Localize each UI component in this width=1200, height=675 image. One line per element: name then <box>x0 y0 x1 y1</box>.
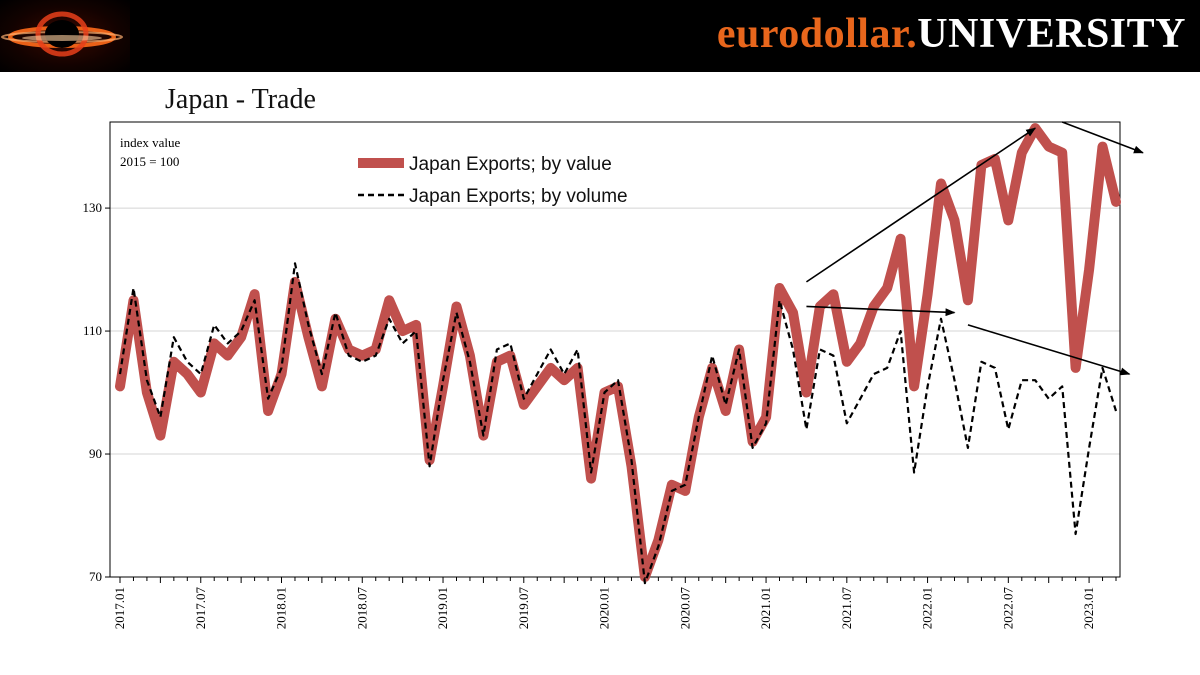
x-tick-label: 2020.07 <box>677 587 692 630</box>
x-tick-label: 2019.07 <box>516 587 531 630</box>
x-tick-label: 2020.01 <box>597 587 612 629</box>
index-note-line-2: 2015 = 100 <box>120 154 179 169</box>
annotation-arrow <box>806 305 956 317</box>
x-tick-label: 2018.01 <box>274 587 289 629</box>
series-line-exports-volume <box>118 262 1118 585</box>
black-hole-logo-icon <box>0 0 130 72</box>
x-tick-label: 2017.01 <box>112 587 127 629</box>
series-layer <box>115 123 1121 585</box>
x-tick-label: 2017.07 <box>193 587 208 630</box>
series-line-exports-value <box>115 123 1121 582</box>
annotation-arrow <box>967 324 1131 376</box>
y-tick-label: 70 <box>89 569 102 584</box>
annotation-arrow <box>1061 121 1144 154</box>
brand-part-2: UNIVERSITY <box>917 11 1186 57</box>
y-tick-label: 90 <box>89 446 102 461</box>
brand-wordmark: eurodollar.UNIVERSITY <box>717 8 1186 60</box>
x-tick-label: 2023.01 <box>1081 587 1096 629</box>
x-tick-label: 2021.07 <box>839 587 854 630</box>
y-tick-label: 110 <box>83 323 102 338</box>
index-note-line-1: index value <box>120 135 181 150</box>
x-tick-label: 2018.07 <box>354 587 369 630</box>
x-tick-label: 2022.07 <box>1000 587 1015 630</box>
header-bar: eurodollar.UNIVERSITY <box>0 0 1200 72</box>
legend-label-volume: Japan Exports; by volume <box>409 186 628 207</box>
plot-area-frame <box>109 121 1121 578</box>
axes: 70 90 110 130 2017.01 2017.07 2018.01 2018.07 20… <box>83 200 1117 629</box>
legend: Japan Exports; by value Japan Exports; b… <box>358 154 628 207</box>
annotation-arrows <box>805 121 1144 376</box>
legend-label-value: Japan Exports; by value <box>409 154 612 175</box>
x-tick-label: 2021.01 <box>758 587 773 629</box>
chart-title: Japan - Trade <box>165 84 316 115</box>
x-tick-label: 2019.01 <box>435 587 450 629</box>
x-tick-label: 2022.01 <box>920 587 935 629</box>
brand-part-1: eurodollar. <box>716 11 918 57</box>
y-tick-label: 130 <box>83 200 103 215</box>
annotation-arrow <box>805 127 1037 283</box>
